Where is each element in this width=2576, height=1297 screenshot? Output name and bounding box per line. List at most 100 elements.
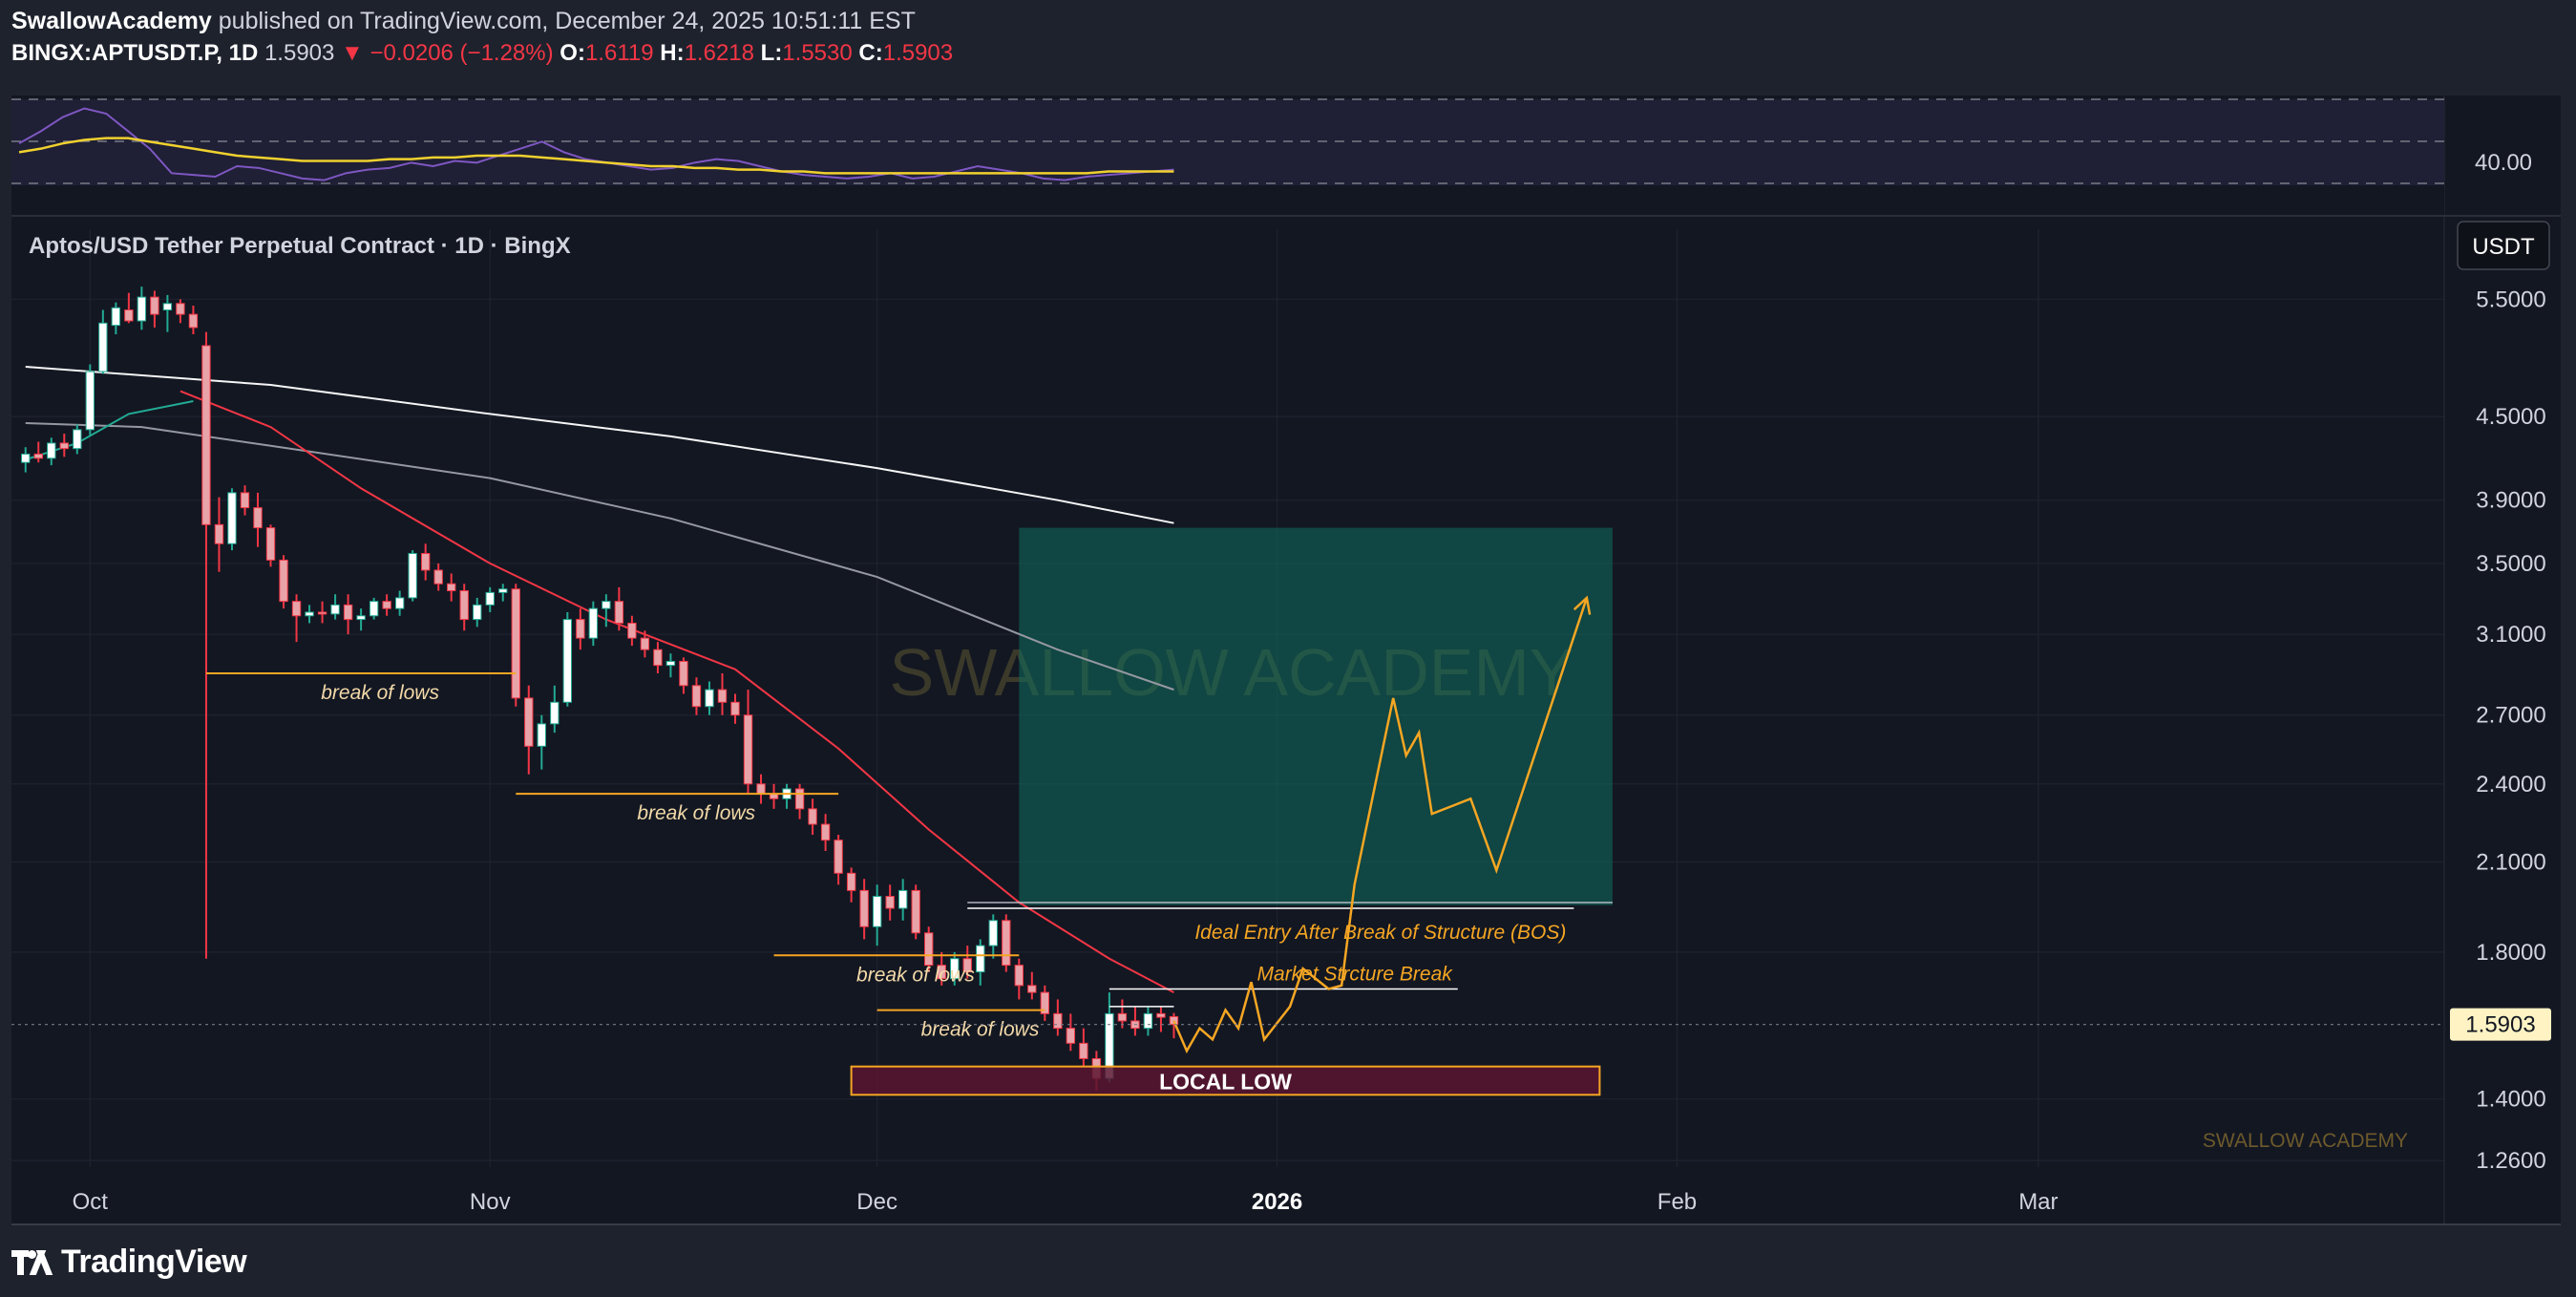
candle[interactable]: [976, 939, 985, 986]
candle[interactable]: [846, 867, 856, 903]
candle[interactable]: [253, 492, 263, 547]
candle[interactable]: [511, 584, 520, 707]
candle[interactable]: [1079, 1028, 1088, 1067]
candle[interactable]: [317, 601, 327, 624]
candle[interactable]: [653, 642, 663, 674]
candle[interactable]: [950, 951, 960, 986]
candle[interactable]: [691, 677, 702, 715]
candle[interactable]: [962, 946, 972, 979]
candle[interactable]: [201, 331, 211, 959]
candle[interactable]: [988, 914, 998, 959]
candle[interactable]: [937, 951, 946, 986]
candle[interactable]: [21, 447, 31, 473]
candle[interactable]: [498, 584, 508, 602]
candle[interactable]: [111, 302, 121, 334]
annotations[interactable]: break of lows break of lows break of lows b…: [11, 595, 2444, 1096]
author-name[interactable]: SwallowAcademy: [11, 8, 212, 34]
candle[interactable]: [834, 835, 843, 885]
candle[interactable]: [433, 563, 443, 591]
candle[interactable]: [137, 287, 147, 330]
break-of-lows-label: break of lows: [856, 964, 975, 986]
candle[interactable]: [240, 485, 250, 516]
candle[interactable]: [59, 434, 69, 457]
candle[interactable]: [394, 590, 405, 616]
candle[interactable]: [679, 657, 688, 694]
candle[interactable]: [73, 424, 82, 455]
candle[interactable]: [537, 714, 546, 770]
projection-path[interactable]: [1172, 597, 1589, 1054]
candle[interactable]: [1014, 958, 1024, 1000]
candle[interactable]: [640, 630, 650, 658]
candle[interactable]: [279, 555, 288, 609]
candle[interactable]: [124, 292, 134, 324]
target-zone[interactable]: [1019, 527, 1613, 905]
candles[interactable]: [21, 287, 1179, 1091]
local-low-box[interactable]: [850, 1065, 1601, 1096]
candle[interactable]: [717, 673, 728, 715]
candle[interactable]: [473, 597, 482, 627]
price-axis[interactable]: 5.5000 4.5000 3.9000 3.5000 3.1000 2.7000 2.40…: [2450, 287, 2551, 1174]
candle[interactable]: [794, 783, 805, 819]
candle[interactable]: [1169, 1012, 1179, 1039]
candle[interactable]: [85, 364, 95, 436]
candle[interactable]: [447, 573, 456, 602]
candle[interactable]: [808, 798, 817, 836]
candle[interactable]: [47, 437, 56, 466]
candle[interactable]: [1053, 999, 1063, 1036]
candle[interactable]: [1143, 1006, 1153, 1036]
candle[interactable]: [176, 299, 185, 324]
candle[interactable]: [885, 884, 895, 921]
candle[interactable]: [214, 497, 224, 572]
candle[interactable]: [343, 594, 353, 635]
tradingview-footer[interactable]: TradingView: [11, 1244, 247, 1281]
candle[interactable]: [872, 884, 882, 946]
candle[interactable]: [459, 584, 469, 631]
candle[interactable]: [150, 290, 159, 328]
candle[interactable]: [911, 884, 920, 940]
candle[interactable]: [420, 543, 431, 581]
candle[interactable]: [1002, 914, 1011, 972]
candle[interactable]: [730, 693, 740, 724]
candle[interactable]: [924, 926, 934, 972]
candle[interactable]: [602, 594, 611, 627]
symbol-label[interactable]: BINGX:APTUSDT.P, 1D: [11, 40, 259, 66]
footer-brand[interactable]: TradingView: [61, 1244, 247, 1280]
candle[interactable]: [897, 879, 908, 921]
candle[interactable]: [485, 586, 495, 612]
candle[interactable]: [33, 441, 43, 463]
candle[interactable]: [820, 814, 831, 851]
candle[interactable]: [369, 597, 379, 620]
candle[interactable]: [227, 488, 237, 551]
currency-button[interactable]: USDT: [2457, 221, 2550, 270]
currency-button-label[interactable]: USDT: [2472, 234, 2535, 260]
candle[interactable]: [1066, 1013, 1076, 1052]
candle[interactable]: [382, 594, 391, 616]
candle[interactable]: [859, 879, 869, 940]
candle[interactable]: [1156, 1006, 1166, 1032]
candle[interactable]: [265, 524, 276, 567]
candle[interactable]: [356, 608, 366, 631]
candle[interactable]: [705, 681, 714, 715]
candle[interactable]: [305, 605, 314, 624]
candle[interactable]: [524, 685, 534, 775]
candle[interactable]: [1027, 971, 1037, 1000]
candle[interactable]: [550, 685, 560, 734]
candle[interactable]: [627, 615, 637, 647]
candle[interactable]: [408, 550, 417, 602]
candle[interactable]: [562, 611, 573, 707]
candle[interactable]: [162, 294, 173, 332]
candle[interactable]: [588, 601, 599, 647]
candle[interactable]: [188, 306, 199, 334]
candle[interactable]: [330, 594, 340, 620]
candle[interactable]: [576, 608, 585, 650]
candle[interactable]: [743, 690, 753, 795]
candle[interactable]: [614, 586, 624, 631]
candle[interactable]: [98, 309, 108, 374]
candle[interactable]: [291, 594, 302, 643]
candle[interactable]: [665, 653, 676, 678]
tradingview-logo-icon: [11, 1249, 53, 1275]
candle[interactable]: [1040, 985, 1050, 1021]
candle[interactable]: [1117, 999, 1128, 1029]
time-axis[interactable]: Oct Nov Dec 2026 Feb Mar: [73, 1189, 2059, 1215]
